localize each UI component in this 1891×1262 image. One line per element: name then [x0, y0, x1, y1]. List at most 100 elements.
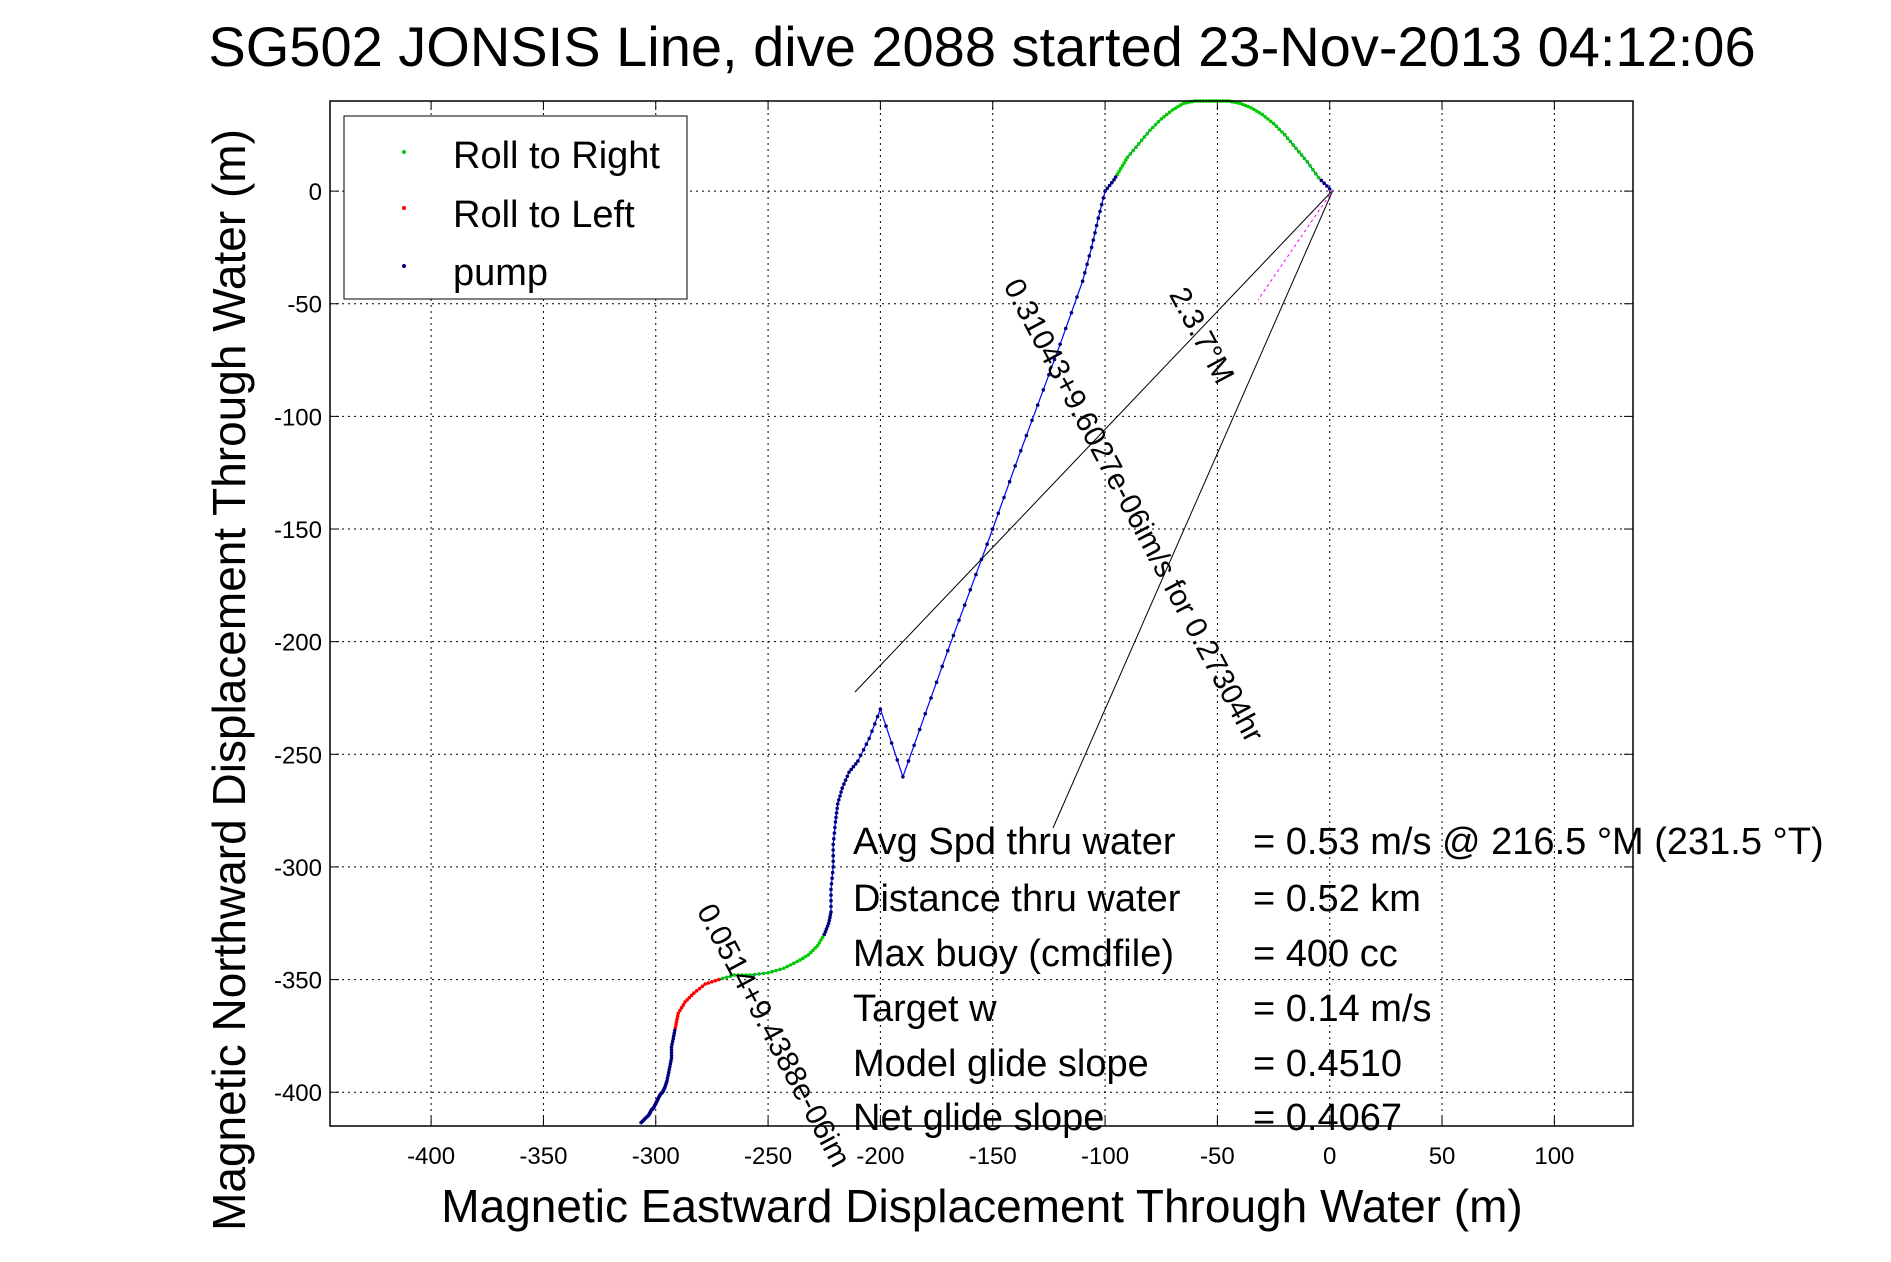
- track-point: [912, 743, 916, 748]
- track-point: [1297, 149, 1301, 154]
- annotation-value-avg-speed: = 0.53 m/s @ 216.5 °M (231.5 °T): [1253, 821, 1824, 863]
- track-point: [832, 837, 836, 841]
- track-point: [1069, 311, 1074, 315]
- track-point: [838, 794, 842, 798]
- track-point: [1260, 112, 1265, 117]
- annotation-label-net-glide: Net glide slope: [853, 1097, 1104, 1139]
- track-point: [1047, 372, 1051, 377]
- track-point: [1268, 119, 1273, 124]
- track-point: [1325, 184, 1329, 188]
- markers: [639, 99, 1332, 1125]
- track-point: [996, 511, 1001, 516]
- track-point: [1167, 110, 1172, 115]
- y-tick-label: -100: [274, 404, 322, 431]
- y-tick-label: 0: [309, 179, 322, 206]
- track-point: [974, 572, 978, 577]
- track-point: [770, 969, 774, 974]
- track-point: [845, 774, 850, 779]
- track-point: [716, 977, 721, 982]
- track-point: [1120, 164, 1125, 168]
- track-point: [829, 893, 833, 897]
- track-point: [1280, 130, 1284, 134]
- track-point: [946, 648, 950, 653]
- track-point: [1319, 178, 1324, 183]
- track-point: [968, 588, 973, 592]
- track-point: [1327, 187, 1332, 191]
- fan-line-center: [1257, 189, 1334, 301]
- track-point: [829, 882, 834, 886]
- track-point: [1013, 464, 1017, 468]
- track-point: [673, 1025, 678, 1030]
- annotation-value-model-glide: = 0.4510: [1253, 1043, 1402, 1085]
- y-axis-label: Magnetic Northward Displacement Through …: [203, 129, 255, 1231]
- track-point: [1110, 180, 1114, 185]
- track-point: [842, 782, 846, 786]
- track-point: [940, 664, 944, 669]
- track-point: [1075, 295, 1079, 299]
- track-point: [828, 913, 833, 917]
- track-point: [670, 1042, 674, 1047]
- track-point: [681, 1003, 686, 1007]
- annotation-label-target-w: Target w: [853, 988, 997, 1030]
- track-point: [1283, 133, 1287, 137]
- annotation-label-avg-speed: Avg Spd thru water: [853, 821, 1176, 863]
- track-point: [1257, 111, 1262, 115]
- track-point: [1052, 357, 1057, 362]
- track-point: [1294, 146, 1298, 151]
- track-point: [676, 1011, 680, 1016]
- track-point: [1093, 231, 1097, 235]
- track-point: [813, 946, 818, 950]
- track-point: [1184, 100, 1189, 105]
- track-point: [1291, 143, 1295, 147]
- track-point: [666, 1070, 671, 1075]
- track-point: [830, 876, 834, 880]
- track-point: [1235, 100, 1239, 105]
- track-point: [1156, 120, 1161, 124]
- track-point: [1176, 104, 1180, 109]
- track-point: [752, 972, 757, 977]
- legend-marker-roll-right: [402, 150, 406, 154]
- track-point: [829, 910, 833, 914]
- track-point: [864, 742, 869, 746]
- track-point: [798, 958, 802, 962]
- track-point: [665, 1076, 670, 1080]
- track-point: [1316, 175, 1321, 180]
- track-point: [957, 618, 961, 623]
- track-point: [889, 741, 894, 745]
- track-point: [1122, 161, 1126, 165]
- track-point: [827, 918, 832, 923]
- track-point: [1173, 106, 1178, 111]
- track-point: [748, 973, 752, 977]
- legend-box: [343, 115, 688, 300]
- track-point: [694, 989, 699, 993]
- track-point: [1271, 121, 1276, 126]
- track-point: [819, 938, 823, 942]
- track-point: [679, 1005, 684, 1010]
- annotation-label-distance: Distance thru water: [853, 878, 1181, 920]
- legend-label-roll-right: Roll to Right: [453, 135, 660, 177]
- track-point: [831, 859, 835, 864]
- track-point: [757, 972, 761, 976]
- track-point: [849, 767, 853, 772]
- track-point: [1113, 175, 1118, 179]
- track-point: [825, 924, 830, 928]
- x-tick-label: 50: [1429, 1143, 1456, 1170]
- track-point: [706, 981, 711, 985]
- track-point: [669, 1059, 673, 1063]
- y-tick-label: -50: [287, 292, 322, 319]
- track-point: [671, 1036, 675, 1041]
- y-tick-label: -200: [274, 630, 322, 657]
- track-point: [867, 736, 871, 741]
- track-point: [710, 980, 714, 984]
- track-point: [1063, 326, 1068, 331]
- track-point: [1128, 152, 1133, 156]
- track-point: [979, 557, 984, 562]
- track-point: [878, 707, 883, 711]
- track-point: [824, 927, 829, 931]
- track-point: [668, 1062, 673, 1066]
- track-point: [840, 786, 844, 790]
- track-point: [795, 959, 800, 964]
- track-point: [674, 1022, 678, 1027]
